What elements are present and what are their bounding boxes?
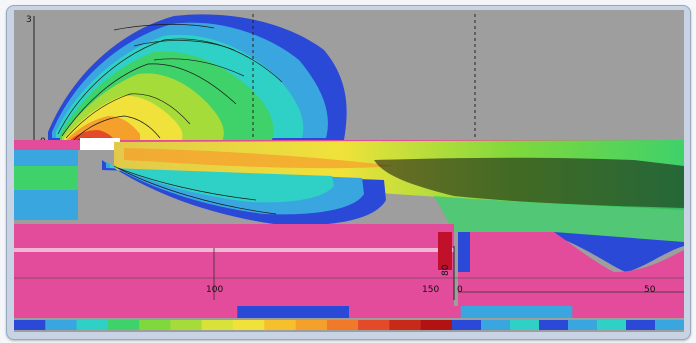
- legend-top-segment: [237, 306, 350, 318]
- legend-swatch: [655, 320, 684, 330]
- scan-image: 3 0 100: [14, 10, 684, 332]
- legend-swatch: [233, 320, 265, 330]
- legend-top-band: [14, 306, 684, 318]
- tick-label-80: 80: [441, 264, 451, 276]
- source-block: [80, 138, 120, 150]
- corner-label: 3: [26, 15, 32, 25]
- legend-swatch: [295, 320, 328, 330]
- legend-swatch: [326, 320, 359, 330]
- tick-label-50: 50: [644, 285, 656, 295]
- legend-swatch: [420, 320, 453, 330]
- legend-swatch: [452, 320, 482, 330]
- left-gap: [78, 150, 96, 220]
- blue-marker: [458, 232, 470, 272]
- magenta-region-left: [14, 232, 454, 310]
- tick-label-150: 150: [422, 285, 439, 295]
- magenta-region-right: [458, 232, 684, 310]
- tick-label-100: 100: [206, 285, 223, 295]
- legend-top-segment: [14, 306, 127, 318]
- legend-swatch: [201, 320, 234, 330]
- lower-plume-teal: [110, 164, 334, 203]
- scan-viewport[interactable]: 3 0 100: [14, 10, 684, 332]
- legend-top-segment: [460, 306, 573, 318]
- legend-top-segment: [125, 306, 238, 318]
- legend-swatch: [568, 320, 598, 330]
- red-marker: [438, 232, 452, 270]
- legend-swatch: [107, 320, 140, 330]
- jet-core: [124, 148, 394, 169]
- legend-swatch: [510, 320, 540, 330]
- legend-swatch: [358, 320, 390, 330]
- right-blue-lobe: [554, 232, 684, 272]
- legend-swatch: [597, 320, 627, 330]
- legend-top-segment: [349, 306, 462, 318]
- legend-top-segment: [572, 306, 684, 318]
- legend-swatch: [170, 320, 203, 330]
- lower-contours: [113, 165, 277, 215]
- legend-swatch: [389, 320, 422, 330]
- legend-swatch: [76, 320, 109, 330]
- legend-swatch: [626, 320, 656, 330]
- magenta-stripe-lower: [14, 224, 454, 236]
- legend-swatch: [539, 320, 569, 330]
- legend-swatch: [481, 320, 511, 330]
- tick-label-0: 0: [457, 285, 463, 295]
- color-legend: [14, 320, 684, 330]
- contour-lines: [57, 24, 283, 141]
- legend-swatch: [264, 320, 297, 330]
- legend-swatch: [14, 320, 46, 330]
- jet-dark-noise: [374, 157, 684, 210]
- legend-swatch: [139, 320, 171, 330]
- left-strip-green: [14, 166, 78, 190]
- magenta-highlight: [14, 248, 454, 252]
- legend-swatch: [45, 320, 78, 330]
